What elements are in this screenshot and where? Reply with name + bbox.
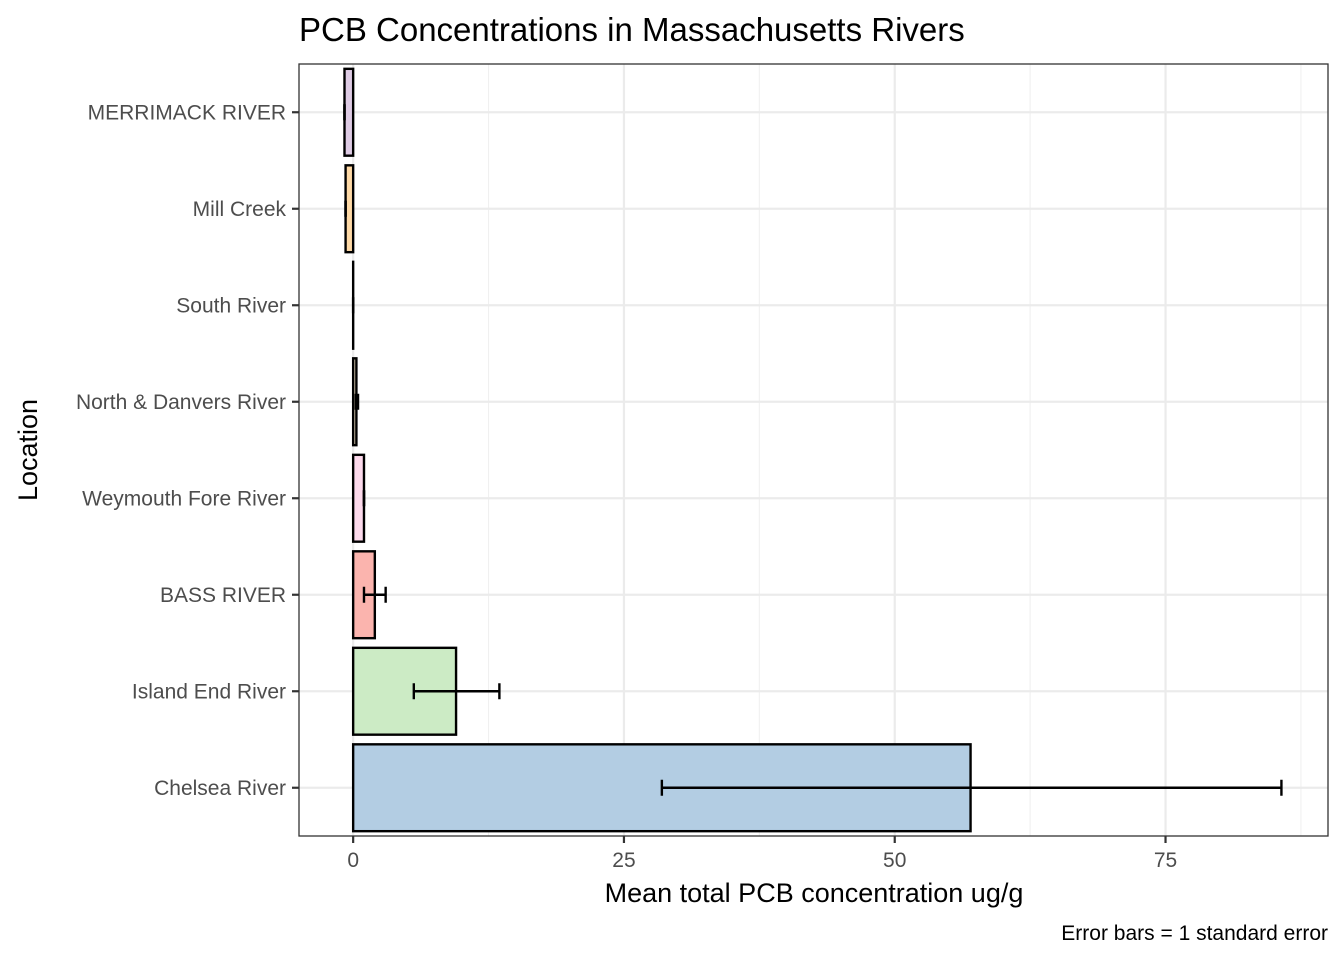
x-axis-title: Mean total PCB concentration ug/g [605, 878, 1024, 908]
y-tick-label: Mill Creek [193, 198, 287, 221]
bars [343, 67, 972, 833]
y-tick-label: South River [176, 294, 286, 317]
y-tick-label: MERRIMACK RIVER [88, 101, 286, 124]
y-tick-label: Island End River [132, 680, 286, 703]
y-tick-label: Chelsea River [154, 777, 286, 800]
y-tick-label: BASS RIVER [160, 584, 286, 607]
chart-title: PCB Concentrations in Massachusetts Rive… [299, 11, 965, 48]
caption: Error bars = 1 standard error [1061, 922, 1328, 945]
error-bar [412, 683, 501, 700]
x-tick-label: 0 [347, 849, 359, 872]
error-bar [660, 779, 1283, 796]
y-axis: Chelsea River Island End River BASS RIVER W… [76, 101, 299, 800]
error-bar [354, 393, 360, 410]
x-axis: 0 25 50 75 [347, 836, 1177, 872]
y-axis-title: Location [13, 399, 43, 501]
error-bar [362, 586, 387, 603]
panel-border [298, 63, 1329, 837]
y-tick-label: North & Danvers River [76, 391, 286, 414]
y-tick-label: Weymouth Fore River [82, 487, 286, 510]
error-bars [343, 104, 1283, 796]
x-tick-label: 25 [612, 849, 635, 872]
bar [343, 67, 355, 157]
gridlines [299, 64, 1328, 836]
bar [351, 453, 366, 543]
x-tick-label: 75 [1154, 849, 1177, 872]
x-tick-label: 50 [883, 849, 906, 872]
